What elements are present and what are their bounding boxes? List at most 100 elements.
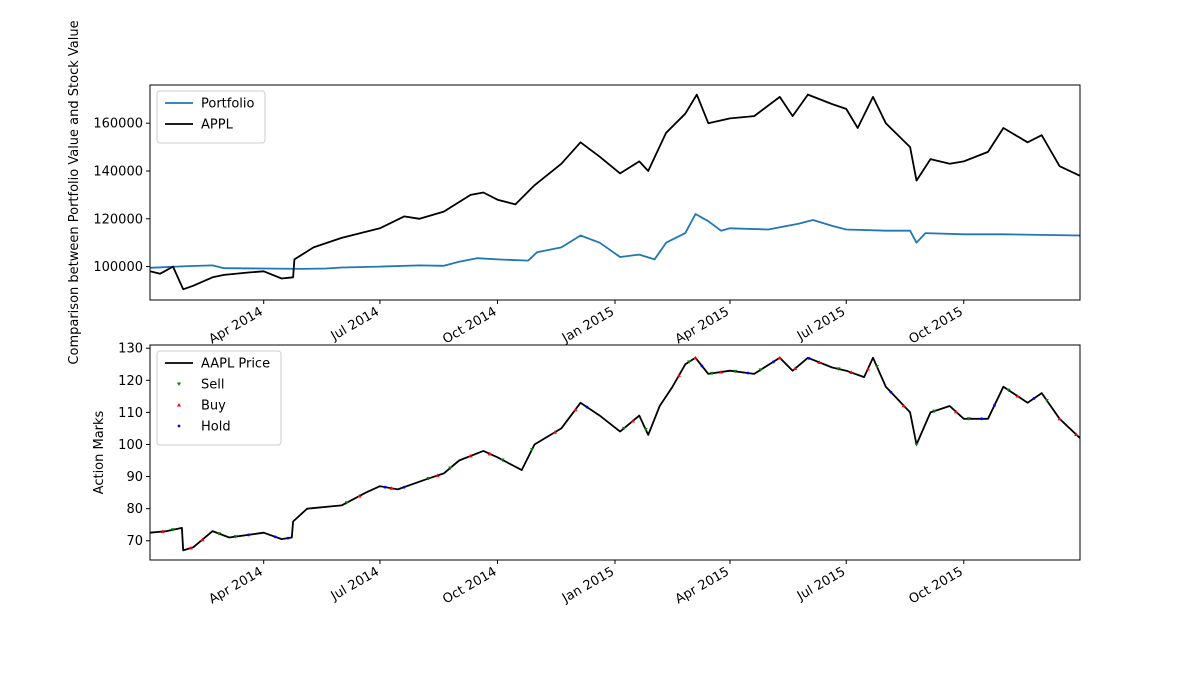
hold-marker: [273, 535, 277, 539]
y-tick-label: 140000: [93, 165, 143, 180]
chart-panel-1: 100000 120000 140000 160000 Apr 2014 Jul 2014…: [67, 20, 1081, 365]
legend-label: Portfolio: [201, 97, 255, 112]
sell-marker: [966, 417, 971, 421]
y-tick-label: 120000: [93, 212, 143, 227]
hold-marker: [807, 356, 811, 360]
sell-marker: [448, 466, 453, 471]
buy-marker: [357, 493, 362, 498]
sell-marker: [733, 369, 738, 374]
buy-marker: [1074, 432, 1079, 436]
buy-marker: [954, 409, 959, 414]
buy-marker: [1057, 416, 1062, 421]
sell-marker: [170, 528, 175, 532]
buy-marker: [487, 451, 492, 456]
buy-marker: [1015, 394, 1020, 398]
y-tick-label: 100: [118, 438, 143, 453]
legend-hold-swatch: [177, 424, 181, 428]
hold-marker: [889, 390, 893, 394]
sell-marker: [758, 368, 763, 372]
hold-marker: [246, 533, 250, 537]
buy-marker: [901, 403, 906, 408]
hold-marker: [383, 485, 387, 489]
sell-marker: [529, 448, 534, 452]
chart-panel-2: 70 80 90 100 110 120 130 Apr 2014 Jul 2014 Oct 20…: [92, 342, 1081, 607]
buy-marker: [865, 366, 870, 371]
legend-box: [156, 350, 282, 446]
legend-label: Buy: [201, 399, 226, 414]
hold-marker: [772, 360, 775, 364]
y-tick-label: 100000: [93, 260, 143, 275]
sell-marker: [710, 371, 715, 376]
y-tick-label: 70: [126, 534, 143, 549]
buy-marker: [817, 360, 822, 364]
buy-marker: [188, 545, 193, 550]
x-tick-label: Jan 2015: [559, 304, 617, 346]
buy-marker: [630, 418, 635, 423]
x-tick-label: Jul 2015: [794, 564, 848, 604]
sell-marker: [932, 409, 937, 414]
legend: Portfolio APPL: [156, 90, 266, 144]
legend-box: [156, 90, 266, 144]
x-tick-label: Apr 2015: [673, 564, 732, 607]
y-tick-label: 90: [126, 470, 143, 485]
buy-marker: [573, 407, 578, 412]
sell-marker: [687, 360, 692, 364]
x-tick-label: Oct 2014: [440, 564, 499, 607]
x-tick-label: Apr 2015: [673, 304, 732, 347]
plot-area: [150, 345, 1080, 560]
legend-buy-swatch: [177, 403, 181, 407]
buy-marker: [849, 370, 854, 375]
sell-marker: [426, 476, 431, 481]
sell-marker: [1044, 398, 1049, 403]
legend-label: Hold: [201, 420, 231, 435]
y-tick-label: 160000: [93, 117, 143, 132]
legend-label: AAPL Price: [201, 357, 270, 372]
y-axis-label: Action Marks: [92, 410, 107, 494]
x-tick-label: Oct 2014: [440, 304, 499, 347]
buy-marker: [468, 453, 473, 458]
hold-marker: [746, 371, 750, 375]
hold-marker: [585, 405, 589, 409]
buy-marker: [200, 537, 205, 542]
legend-label: APPL: [201, 118, 234, 133]
legend-sell-swatch: [177, 382, 181, 386]
series-line-appl: [149, 93, 1081, 291]
buy-marker: [777, 355, 782, 360]
sell-marker: [344, 501, 349, 505]
sell-marker: [621, 426, 626, 431]
buy-marker: [160, 529, 165, 533]
y-tick-label: 130: [118, 342, 143, 357]
hold-marker: [402, 485, 406, 489]
buy-marker: [552, 430, 557, 434]
y-tick-label: 80: [126, 502, 143, 517]
x-tick-label: Oct 2015: [907, 304, 966, 347]
sell-marker: [643, 427, 648, 432]
marker-group-hold: [246, 356, 1036, 540]
hold-marker: [993, 404, 996, 407]
sell-marker: [216, 532, 221, 536]
x-tick-label: Jan 2015: [559, 564, 617, 606]
sell-marker: [233, 535, 238, 539]
marker-group-sell: [170, 360, 1049, 539]
y-tick-label: 120: [118, 374, 143, 389]
hold-marker: [700, 364, 704, 368]
x-tick-label: Jul 2014: [328, 304, 382, 344]
sell-marker: [1006, 388, 1011, 393]
sell-marker: [836, 367, 841, 371]
y-axis-label: Comparison between Portfolio Value and S…: [67, 20, 82, 364]
sell-marker: [874, 365, 879, 369]
buy-marker: [435, 473, 440, 477]
legend-label: Sell: [201, 378, 224, 393]
y-tick-label: 110: [118, 406, 143, 421]
buy-marker: [389, 486, 394, 490]
plot-area: [150, 85, 1080, 300]
x-tick-label: Apr 2014: [206, 304, 265, 347]
x-tick-label: Jul 2014: [328, 564, 382, 604]
legend: AAPL Price Sell Buy Hold: [156, 350, 282, 446]
hold-marker: [286, 536, 290, 540]
series-line-portfolio: [149, 213, 1081, 270]
sell-marker: [914, 442, 919, 447]
x-tick-label: Jul 2015: [794, 304, 848, 344]
sell-marker: [500, 458, 505, 463]
